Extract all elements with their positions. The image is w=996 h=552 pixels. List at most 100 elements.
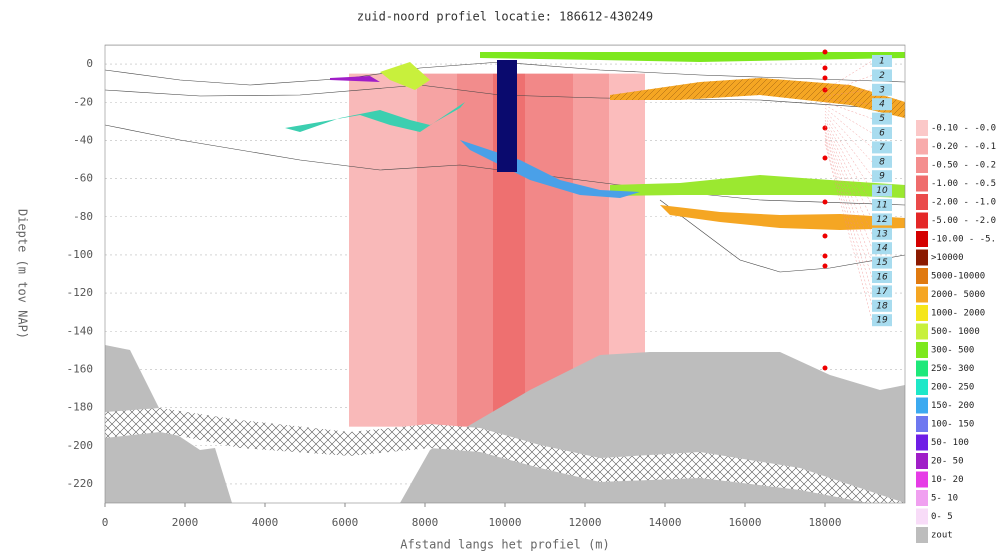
- legend-swatch: [916, 490, 928, 506]
- legend-label: 300- 500: [931, 346, 974, 356]
- layer-box: [872, 127, 892, 139]
- y-tick-label: -100: [67, 248, 94, 261]
- y-axis-label: Diepte (m tov NAP): [16, 209, 30, 339]
- x-tick-label: 10000: [488, 516, 521, 529]
- y-tick-label: -200: [67, 439, 94, 452]
- legend-label: 10- 20: [931, 475, 964, 485]
- layer-label: 13: [876, 229, 888, 239]
- legend-label: 1000- 2000: [931, 309, 985, 319]
- layer-label: 6: [879, 129, 885, 139]
- legend-swatch: [916, 323, 928, 340]
- layer-box: [872, 242, 892, 255]
- layer-link: [824, 60, 873, 91]
- layer-link: [824, 75, 873, 94]
- layer-box: [872, 199, 892, 211]
- layer-link: [824, 113, 873, 177]
- y-tick-label: -140: [67, 324, 94, 337]
- layer-link: [824, 140, 873, 306]
- y-tick-label: -60: [73, 172, 93, 185]
- layer-link: [824, 128, 873, 249]
- drawdown-band: [525, 73, 573, 427]
- drawdown-band: [417, 73, 457, 427]
- x-tick-label: 6000: [332, 516, 359, 529]
- layer-box: [872, 170, 892, 183]
- legend-swatch: [916, 175, 928, 192]
- layer-link: [824, 119, 873, 206]
- layer-label: 9: [879, 172, 885, 182]
- x-tick-label: 18000: [808, 516, 841, 529]
- y-tick-label: -80: [73, 210, 93, 223]
- x-axis-label: Afstand langs het profiel (m): [400, 538, 610, 552]
- geology: [105, 45, 905, 503]
- legend-swatch: [916, 157, 928, 173]
- legend-label: 500- 1000: [931, 327, 980, 337]
- legend-label: -0.50 - -0.20: [931, 161, 996, 171]
- layer-link: [824, 122, 873, 220]
- x-tick-label: 0: [102, 516, 109, 529]
- layer-link: [824, 137, 873, 292]
- legend-swatch: [916, 471, 928, 488]
- layer-box: [872, 184, 892, 197]
- layer-link: [824, 131, 873, 263]
- layer-box: [872, 271, 892, 283]
- legend-swatch: [916, 286, 928, 303]
- layer-box: [872, 314, 892, 327]
- layer-label: 10: [876, 186, 888, 196]
- x-tick-label: 16000: [728, 516, 761, 529]
- legend-swatch: [916, 194, 928, 210]
- y-tick-label: -160: [67, 362, 94, 375]
- legend-label: zout: [931, 531, 953, 541]
- legend-swatch: [916, 268, 928, 284]
- legend-label: >10000: [931, 253, 964, 263]
- legend-label: 5000-10000: [931, 272, 985, 282]
- layer-box: [872, 155, 892, 168]
- layer-label: 19: [876, 316, 888, 326]
- x-tick-label: 8000: [412, 516, 439, 529]
- legend-swatch: [916, 453, 928, 469]
- layer-box: [872, 256, 892, 269]
- layer-label: 5: [879, 114, 885, 124]
- layer-box: [872, 227, 892, 240]
- layer-label: 11: [876, 201, 887, 211]
- layer-box: [872, 69, 892, 82]
- x-tick-label: 4000: [252, 516, 279, 529]
- legend-swatch: [916, 379, 928, 395]
- legend-label: 0- 5: [931, 512, 953, 522]
- legend-swatch: [916, 342, 928, 358]
- layer-box: [872, 112, 892, 125]
- x-tick-label: 14000: [648, 516, 681, 529]
- legend-swatch: [916, 397, 928, 414]
- legend-label: -0.10 - -0.05: [931, 124, 996, 134]
- layer-label: 14: [876, 244, 888, 254]
- y-tick-label: 0: [86, 57, 93, 70]
- legend-swatch: [916, 527, 928, 543]
- chart-title: zuid-noord profiel locatie: 186612-43024…: [357, 10, 653, 24]
- legend-swatch: [916, 249, 928, 266]
- y-tick-label: -20: [73, 95, 93, 108]
- layer-label: 15: [876, 258, 888, 268]
- legend-label: 20- 50: [931, 457, 964, 467]
- layer-label: 16: [876, 273, 888, 283]
- legend-swatch: [916, 138, 928, 155]
- layer-box: [872, 55, 892, 67]
- legend-label: -0.20 - -0.10: [931, 142, 996, 152]
- layer-label: 1: [879, 57, 885, 67]
- layer-box: [872, 213, 892, 226]
- layer-link: [824, 143, 873, 321]
- layer-label: 4: [879, 100, 885, 110]
- x-tick-label: 12000: [568, 516, 601, 529]
- y-tick-label: -120: [67, 286, 94, 299]
- legend-swatch: [916, 305, 928, 321]
- legend-swatch: [916, 360, 928, 377]
- legend-swatch: [916, 416, 928, 432]
- layer-label: 3: [879, 85, 885, 95]
- legend-label: -10.00 - -5.00: [931, 235, 996, 245]
- layer-box: [872, 141, 892, 154]
- layer-box: [872, 98, 892, 111]
- legend-label: -5.00 - -2.00: [931, 216, 996, 226]
- legend-swatch: [916, 212, 928, 229]
- axes: 0 -20 -40 -60 -80 -100 -120 -140 -160 -180 -200 -22…: [67, 57, 842, 529]
- legend-swatch: [916, 434, 928, 451]
- legend-label: 2000- 5000: [931, 290, 985, 300]
